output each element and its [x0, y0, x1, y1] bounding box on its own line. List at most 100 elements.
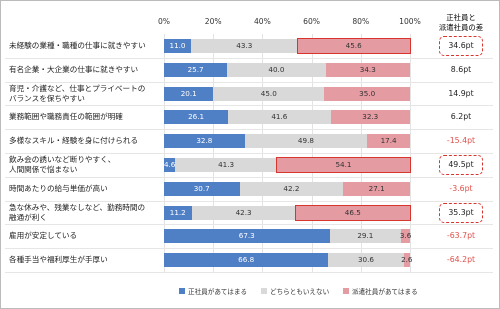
- bar-value-label: 45.0: [260, 88, 277, 98]
- bar-segment: [297, 38, 410, 53]
- bar-segment: [244, 134, 368, 149]
- bar-segment: [367, 134, 410, 149]
- difference-label: -3.6pt: [449, 183, 473, 193]
- bar-value-label: 43.3: [236, 40, 253, 50]
- bar-segment: [325, 62, 410, 77]
- bar-value-label: 3.6: [399, 231, 412, 241]
- bar-value-label: 29.1: [357, 231, 374, 241]
- difference-label: 35.3pt: [448, 207, 474, 217]
- highlight-box: [275, 156, 411, 173]
- bar-value-label: 46.5: [344, 207, 361, 217]
- bar-value-label: 11.2: [169, 207, 186, 217]
- category-label: 急な休みや、残業なしなど、勤務時間の 融通が利く: [9, 202, 146, 222]
- bar-value-label: 41.6: [271, 112, 288, 122]
- row-separator: [5, 200, 493, 202]
- row-separator: [5, 153, 493, 154]
- bar-segment: [191, 38, 298, 53]
- row-separator: [5, 248, 493, 250]
- x-tick-label: 100%: [399, 17, 421, 26]
- difference-highlight: [439, 154, 483, 175]
- difference-label: 49.5pt: [448, 159, 474, 169]
- highlight-box: [294, 204, 411, 221]
- difference-highlight: [439, 35, 483, 56]
- bar-segment: [175, 157, 277, 172]
- legend-swatch: [343, 288, 349, 294]
- x-tick-label: 40%: [253, 17, 271, 26]
- bar-value-label: 30.7: [193, 183, 210, 193]
- difference-label: 8.6pt: [450, 64, 472, 74]
- bar-segment: [324, 86, 411, 101]
- difference-highlight: [439, 202, 483, 223]
- bar-segment: [164, 205, 192, 220]
- bar-value-label: 66.8: [238, 255, 255, 265]
- bar-value-label: 26.1: [188, 112, 205, 122]
- bar-segment: [164, 38, 192, 53]
- bar-value-label: 32.8: [196, 136, 213, 146]
- legend-swatch: [179, 288, 185, 294]
- bar-segment: [164, 134, 245, 149]
- bar-segment: [164, 229, 330, 244]
- bar-segment: [329, 229, 402, 244]
- bar-value-label: 49.8: [297, 136, 314, 146]
- bar-segment: [401, 229, 410, 244]
- bar-value-label: 42.3: [235, 207, 252, 217]
- difference-label: 6.2pt: [450, 112, 472, 122]
- x-tick-label: 20%: [204, 17, 222, 26]
- bar-segment: [295, 205, 410, 220]
- row-separator: [5, 57, 493, 59]
- row-separator: [5, 81, 493, 83]
- bar-value-label: 25.7: [187, 64, 204, 74]
- difference-label: 14.9pt: [448, 88, 474, 98]
- difference-label: 34.6pt: [448, 40, 474, 50]
- category-label: 多様なスキル・経験を身に付けられる: [9, 136, 139, 146]
- legend-label: 派遣社員があてはまる: [352, 288, 418, 296]
- category-label: 各種手当や福利厚生が手厚い: [9, 255, 108, 265]
- bar-value-label: 20.1: [180, 88, 197, 98]
- bar-value-label: 45.6: [345, 40, 362, 50]
- bar-segment: [228, 110, 331, 125]
- bar-value-label: 34.3: [359, 64, 376, 74]
- category-label: 業務範囲や職務責任の範囲が明確: [9, 112, 123, 122]
- category-label: 飲み会の誘いなど断りやすく、 人間関係で悩まない: [9, 154, 116, 174]
- bar-segment: [164, 110, 229, 125]
- bar-value-label: 4.6: [163, 159, 176, 169]
- x-tick-label: 0%: [157, 17, 171, 26]
- bar-segment: [276, 157, 410, 172]
- legend-label: どちらともいえない: [270, 288, 330, 296]
- bar-segment: [330, 110, 410, 125]
- bar-value-label: 41.3: [218, 159, 235, 169]
- legend-label: 正社員があてはまる: [188, 288, 248, 296]
- diff-header: 派遣社員の差: [438, 23, 484, 32]
- bar-segment: [343, 181, 410, 196]
- row-separator: [5, 105, 493, 107]
- bar-value-label: 27.1: [368, 183, 385, 193]
- bar-value-label: 54.1: [335, 159, 352, 169]
- bar-value-label: 17.4: [380, 136, 397, 146]
- x-tick-label: 60%: [303, 17, 321, 26]
- bar-segment: [239, 181, 344, 196]
- row-separator: [5, 224, 493, 226]
- bar-segment: [191, 205, 296, 220]
- difference-label: -64.2pt: [446, 255, 476, 265]
- bar-value-label: 42.2: [283, 183, 300, 193]
- bar-segment: [403, 253, 410, 268]
- category-label: 時間あたりの給与単価が高い: [9, 183, 108, 193]
- category-label: 有名企業・大企業の仕事に就きやすい: [9, 64, 139, 74]
- bar-value-label: 40.0: [268, 64, 285, 74]
- difference-label: -15.4pt: [446, 136, 476, 146]
- category-label: 雇用が安定している: [9, 231, 78, 241]
- bar-value-label: 30.6: [357, 255, 374, 265]
- bar-segment: [164, 253, 329, 268]
- bar-segment: [164, 62, 228, 77]
- bar-segment: [164, 86, 214, 101]
- bar-value-label: 67.3: [238, 231, 255, 241]
- row-separator: [5, 272, 493, 273]
- bar-segment: [164, 181, 240, 196]
- legend-swatch: [261, 288, 267, 294]
- bar-value-label: 11.0: [169, 40, 186, 50]
- bar-value-label: 2.6: [401, 255, 413, 265]
- highlight-box: [296, 37, 411, 54]
- bar-segment: [227, 62, 326, 77]
- diff-header: 正社員と: [446, 13, 476, 22]
